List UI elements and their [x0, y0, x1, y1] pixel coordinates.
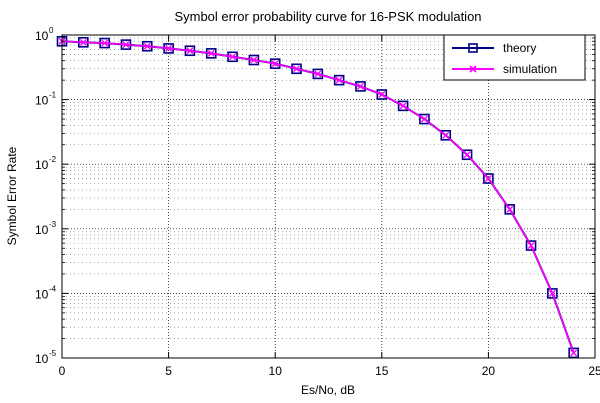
data-point-simulation	[399, 102, 407, 110]
data-point-simulation	[570, 349, 578, 357]
plot-frame	[61, 34, 596, 359]
data-point-theory	[355, 81, 366, 92]
data-point-theory	[504, 204, 516, 215]
data-point-simulation	[356, 82, 364, 90]
y-tick-exponent: 0	[49, 26, 54, 35]
y-tick-base: 10	[35, 158, 49, 172]
y-tick-exponent: -4	[49, 284, 57, 293]
data-point-simulation	[186, 47, 194, 55]
data-point-theory	[291, 63, 302, 75]
x-tick-label: 15	[375, 364, 389, 378]
data-point-theory	[568, 347, 579, 359]
data-point-simulation	[229, 53, 237, 61]
data-point-simulation	[293, 65, 301, 73]
data-point-theory	[440, 130, 452, 141]
y-tick-label: 10 -4	[35, 284, 57, 301]
data-point-simulation	[314, 70, 322, 78]
x-tick-labels: 0 5 10 15 20 25	[59, 364, 600, 378]
x-tick-label: 10	[269, 364, 283, 378]
legend: theory simulation	[443, 34, 586, 81]
y-tick-base: 10	[35, 29, 49, 43]
legend-marker-theory	[468, 43, 478, 53]
data-point-simulation	[378, 90, 386, 98]
y-axis-label: Symbol Error Rate	[5, 146, 19, 245]
data-point-simulation	[101, 39, 109, 47]
plot-background	[62, 35, 595, 358]
x-tick-label: 5	[165, 364, 172, 378]
series-layer	[56, 35, 579, 359]
legend-box	[443, 34, 586, 81]
data-point-simulation	[335, 76, 343, 84]
data-point-simulation	[122, 41, 130, 49]
y-tick-label: 10 -2	[35, 155, 57, 172]
data-point-theory	[376, 89, 388, 100]
y-tick-exponent: -5	[49, 349, 57, 358]
data-point-simulation	[527, 242, 535, 250]
y-tick-base: 10	[35, 287, 49, 301]
y-tick-base: 10	[35, 94, 49, 108]
x-tick-label: 25	[588, 364, 600, 378]
data-point-theory	[397, 100, 409, 112]
data-point-simulation	[463, 151, 471, 159]
data-point-simulation	[420, 115, 428, 123]
data-point-theory	[419, 113, 430, 125]
y-tick-exponent: -2	[49, 155, 57, 164]
legend-item-theory: theory	[452, 41, 536, 55]
data-point-simulation	[271, 60, 279, 68]
data-point-simulation	[79, 38, 87, 46]
x-axis-label: Es/No, dB	[301, 383, 355, 397]
series-simulation	[58, 37, 578, 357]
y-tick-label: 10 -1	[35, 91, 57, 108]
y-tick-label: 10 -5	[35, 349, 57, 366]
data-point-theory	[525, 240, 537, 251]
data-point-simulation	[165, 44, 173, 52]
y-tick-base: 10	[35, 223, 49, 237]
data-point-simulation	[442, 131, 450, 139]
data-point-simulation	[250, 56, 258, 64]
y-tick-exponent: -1	[49, 91, 57, 100]
y-tick-label: 10 -3	[35, 220, 57, 237]
y-tick-label: 10 0	[35, 26, 54, 43]
chart-title: Symbol error probability curve for 16-PS…	[174, 9, 481, 24]
major-grid	[62, 35, 595, 358]
legend-marker-simulation	[469, 65, 477, 73]
x-tick-label: 20	[482, 364, 496, 378]
data-point-theory	[547, 288, 558, 299]
data-point-simulation	[207, 49, 215, 57]
tick-marks	[61, 34, 596, 359]
data-point-simulation	[484, 175, 492, 183]
legend-label-simulation: simulation	[503, 62, 557, 76]
data-point-simulation	[143, 42, 151, 50]
data-point-theory	[483, 173, 494, 184]
legend-item-simulation: simulation	[452, 62, 557, 76]
data-point-theory	[461, 149, 473, 161]
data-point-simulation	[506, 205, 514, 213]
legend-label-theory: theory	[503, 41, 536, 55]
data-point-theory	[333, 74, 345, 86]
data-point-simulation	[548, 289, 556, 297]
x-tick-label: 0	[59, 364, 66, 378]
y-tick-base: 10	[35, 352, 49, 366]
y-tick-exponent: -3	[49, 220, 57, 229]
data-point-theory	[312, 68, 324, 80]
